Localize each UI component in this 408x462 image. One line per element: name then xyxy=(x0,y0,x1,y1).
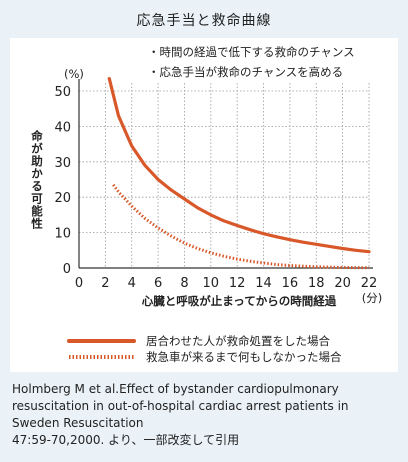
note-line-2: ・応急手当が救命のチャンスを高める xyxy=(148,65,344,79)
x-tick-label: 8 xyxy=(180,276,188,291)
x-tick-label: 2 xyxy=(101,276,109,291)
y-tick-label: 20 xyxy=(54,191,71,206)
chart-panel xyxy=(10,38,398,372)
citation-line-4: 47:59-70,2000. より、一部改変して引用 xyxy=(12,433,240,447)
x-tick-label: 16 xyxy=(282,276,299,291)
legend-label-with-aid: 居合わせた人が救命処置をした場合 xyxy=(146,334,330,348)
citation: Holmberg M et al.Effect of bystander car… xyxy=(12,381,402,449)
x-tick-label: 6 xyxy=(154,276,162,291)
x-tick-label: 22 xyxy=(361,276,378,291)
page-title: 応急手当と救命曲線 xyxy=(136,13,272,29)
y-unit-label: (%) xyxy=(64,67,84,81)
y-tick-label: 0 xyxy=(63,262,71,277)
x-tick-label: 12 xyxy=(229,276,246,291)
y-tick-label: 40 xyxy=(54,120,71,135)
x-unit-label: (分) xyxy=(362,291,382,305)
y-tick-label: 10 xyxy=(54,227,71,242)
citation-line-2: resuscitation in out-of-hospital cardiac… xyxy=(12,399,349,413)
x-tick-label: 0 xyxy=(75,276,83,291)
note-line-1: ・時間の経過で低下する救命のチャンス xyxy=(148,45,355,59)
series-line-without-aid xyxy=(112,183,370,270)
x-tick-label: 20 xyxy=(334,276,351,291)
legend-label-without-aid: 救急車が来るまで何もしなかった場合 xyxy=(146,350,342,364)
x-tick-label: 4 xyxy=(128,276,136,291)
x-axis-label: 心臓と呼吸が止まってからの時間経過 xyxy=(142,294,337,308)
x-tick-label: 14 xyxy=(255,276,272,291)
y-tick-label: 50 xyxy=(54,85,71,100)
citation-line-3: Sweden Resuscitation xyxy=(12,416,144,430)
y-axis-label: 命が助かる可能性 xyxy=(30,129,44,230)
x-tick-label: 10 xyxy=(203,276,220,291)
series-line-with-aid xyxy=(107,77,371,254)
y-tick-label: 30 xyxy=(54,156,71,171)
citation-line-1: Holmberg M et al.Effect of bystander car… xyxy=(12,382,339,396)
x-tick-label: 18 xyxy=(308,276,325,291)
